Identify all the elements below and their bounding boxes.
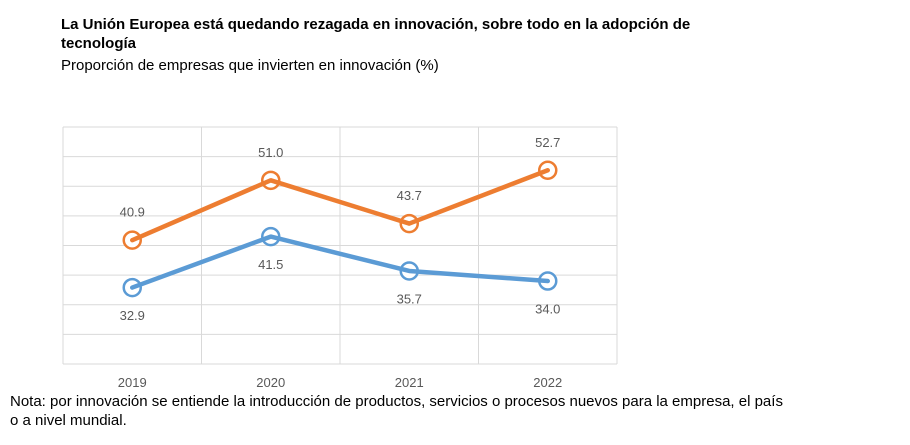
footnote: Nota: por innovación se entiende la intr… xyxy=(10,393,783,430)
series-bottom-blue: 32.9 41.5 35.7 34.0 xyxy=(120,226,560,323)
data-point-label: 52.7 xyxy=(535,135,560,150)
x-axis-tick-label: 2021 xyxy=(395,375,424,390)
chart-title-line1: La Unión Europea está quedando rezagada … xyxy=(61,16,691,33)
series-line xyxy=(130,234,550,290)
x-axis-tick-label: 2019 xyxy=(118,375,147,390)
footnote-line1: Nota: por innovación se entiende la intr… xyxy=(10,393,783,410)
chart-subtitle: Proporción de empresas que invierten en … xyxy=(61,57,439,74)
x-axis: 2019 2020 2021 2022 xyxy=(118,375,562,390)
data-point-label: 41.5 xyxy=(258,257,283,272)
series-top-orange: 40.9 51.0 43.7 52.7 xyxy=(120,135,560,250)
data-point-label: 43.7 xyxy=(397,188,422,203)
gridlines xyxy=(62,126,618,365)
data-point-label: 51.0 xyxy=(258,145,283,160)
data-point-label: 34.0 xyxy=(535,302,560,317)
data-point-label: 40.9 xyxy=(120,205,145,220)
footnote-line2: o a nivel mundial. xyxy=(10,411,127,429)
x-axis-tick-label: 2022 xyxy=(533,375,562,390)
chart-title-line2: tecnología xyxy=(61,35,137,52)
data-point-label: 35.7 xyxy=(397,291,422,306)
chart-title: La Unión Europea está quedando rezagada … xyxy=(61,15,690,53)
data-point-label: 32.9 xyxy=(120,308,145,323)
series-line xyxy=(130,168,550,243)
x-axis-tick-label: 2020 xyxy=(256,375,285,390)
